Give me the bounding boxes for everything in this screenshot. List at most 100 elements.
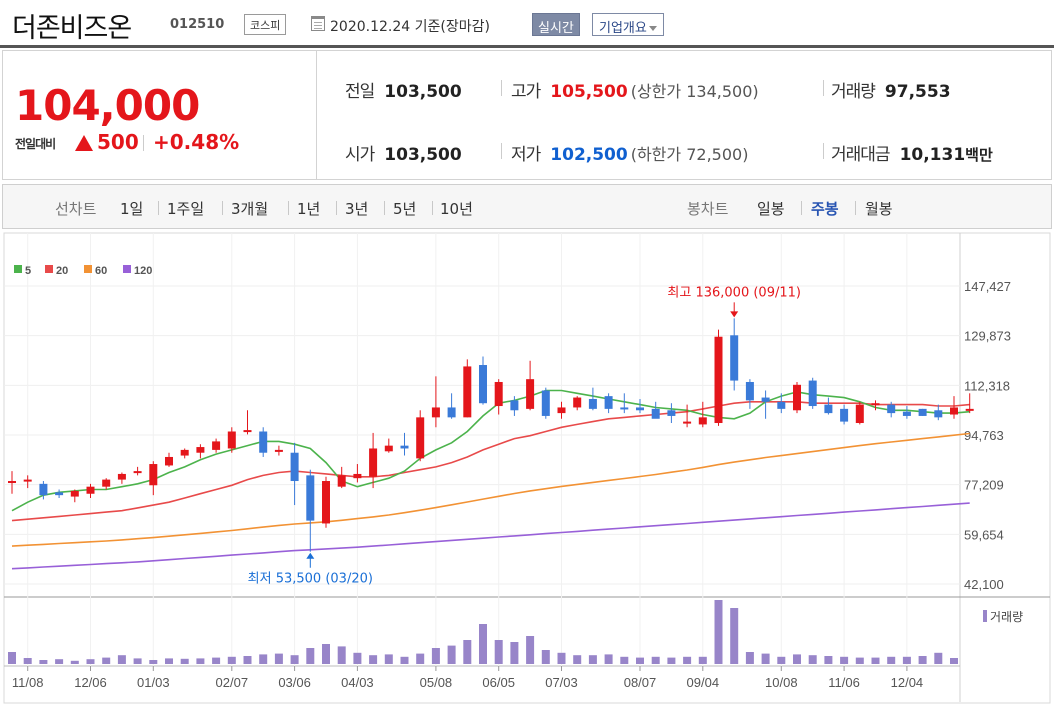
volume-bar xyxy=(714,600,723,664)
stat-amount: 거래대금 10,131백만 xyxy=(831,140,993,165)
volume-bar xyxy=(667,657,676,664)
stat-label: 시가 xyxy=(345,145,375,165)
up-arrow-icon xyxy=(75,135,93,151)
stat-label: 저가 xyxy=(511,145,541,165)
stat-value: 102,500 xyxy=(550,145,628,165)
candle-body xyxy=(39,483,48,496)
volume-bar xyxy=(541,650,550,664)
volume-bar xyxy=(494,640,503,664)
stat-value: 10,131 xyxy=(899,145,966,165)
candle-body xyxy=(23,479,32,482)
volume-bar xyxy=(950,658,958,664)
volume-bar xyxy=(620,656,629,664)
price-summary: 104,000 전일대비 500 +0.48% 전일 103,500 고가 105,… xyxy=(2,50,1052,180)
period-5y[interactable]: 5년 xyxy=(393,200,417,218)
y-tick-label: 147,427 xyxy=(964,279,1011,294)
period-separator xyxy=(336,201,337,215)
ma20-line xyxy=(11,401,970,522)
candle-daily[interactable]: 일봉 xyxy=(757,200,785,218)
chevron-down-icon xyxy=(648,26,657,31)
stat-separator xyxy=(823,143,824,159)
volume-bar xyxy=(588,655,597,664)
candle-body xyxy=(400,445,409,449)
max-arrow-icon xyxy=(730,311,739,318)
period-10y[interactable]: 10년 xyxy=(440,200,473,218)
change-separator xyxy=(143,135,144,151)
period-separator xyxy=(288,201,289,215)
period-3y[interactable]: 3년 xyxy=(345,200,369,218)
candle-body xyxy=(667,410,676,416)
realtime-button[interactable]: 실시간 xyxy=(532,13,580,36)
volume-bar xyxy=(149,660,158,664)
candle-body xyxy=(416,417,425,459)
candle-body xyxy=(102,479,111,487)
x-tick-label: 08/07 xyxy=(624,675,657,690)
candle-body xyxy=(588,398,597,409)
candle-body xyxy=(322,481,330,524)
stat-value: 97,553 xyxy=(884,82,951,102)
volume-bar xyxy=(447,645,456,664)
candle-body xyxy=(494,381,503,407)
x-tick-label: 04/03 xyxy=(341,675,374,690)
stat-open: 시가 103,500 xyxy=(345,140,462,165)
legend-swatch xyxy=(84,265,92,273)
volume-bar xyxy=(23,658,32,664)
period-1y[interactable]: 1년 xyxy=(297,200,321,218)
legend-swatch xyxy=(123,265,131,273)
candle-body xyxy=(55,492,64,496)
x-tick-label: 11/06 xyxy=(828,675,860,690)
company-profile-dropdown[interactable]: 기업개요 xyxy=(592,13,664,36)
candle-body xyxy=(337,475,346,487)
period-1d[interactable]: 1일 xyxy=(120,200,144,218)
candle-body xyxy=(793,384,801,411)
price-change-percent: +0.48% xyxy=(153,130,240,154)
y-tick-label: 59,654 xyxy=(964,527,1004,542)
current-price: 104,000 xyxy=(15,81,200,130)
volume-bar xyxy=(86,659,95,664)
candle-weekly[interactable]: 주봉 xyxy=(811,200,839,218)
volume-bar xyxy=(824,656,833,664)
candle-body xyxy=(463,366,472,418)
volume-bar xyxy=(133,658,142,664)
candle-body xyxy=(180,449,189,456)
x-tick-label: 10/08 xyxy=(765,675,798,690)
volume-bar xyxy=(934,652,943,664)
candle-body xyxy=(259,431,268,453)
y-tick-label: 94,763 xyxy=(964,428,1004,443)
volume-bar xyxy=(196,658,205,664)
candle-body xyxy=(117,473,126,480)
candle-body xyxy=(840,408,849,422)
volume-bar xyxy=(510,642,519,664)
volume-bar xyxy=(212,657,221,664)
candle-body xyxy=(479,365,487,404)
volume-bar xyxy=(902,656,911,664)
stat-value: 103,500 xyxy=(384,82,462,102)
volume-bar xyxy=(636,657,644,664)
price-chart: 147,427 129,873 112,318 94,763 77,209 59,654 4… xyxy=(0,232,1054,705)
volume-bar xyxy=(479,624,487,664)
candle-body xyxy=(369,448,378,477)
period-1w[interactable]: 1주일 xyxy=(167,200,205,218)
candle-body xyxy=(149,464,158,486)
candle-body xyxy=(855,404,864,424)
stat-separator xyxy=(501,143,502,159)
stat-volume: 거래량 97,553 xyxy=(831,77,951,102)
candle-body xyxy=(573,397,582,408)
volume-bar xyxy=(526,636,535,664)
volume-bar xyxy=(102,657,111,664)
volume-bar xyxy=(180,658,189,664)
candle-monthly[interactable]: 월봉 xyxy=(865,200,893,218)
x-tick-label: 09/04 xyxy=(687,675,720,690)
x-tick-label: 02/07 xyxy=(216,675,249,690)
volume-bar xyxy=(243,656,252,664)
legend-label: 120 xyxy=(134,265,152,277)
volume-bar xyxy=(698,656,707,664)
x-tick-label: 07/03 xyxy=(545,675,578,690)
ma120-line xyxy=(11,502,970,570)
volume-bar xyxy=(416,653,425,664)
y-tick-label: 129,873 xyxy=(964,329,1011,344)
candle-body xyxy=(745,381,754,401)
lower-limit: (하한가 72,500) xyxy=(630,145,749,164)
period-3m[interactable]: 3개월 xyxy=(231,200,269,218)
volume-bar xyxy=(463,640,472,664)
